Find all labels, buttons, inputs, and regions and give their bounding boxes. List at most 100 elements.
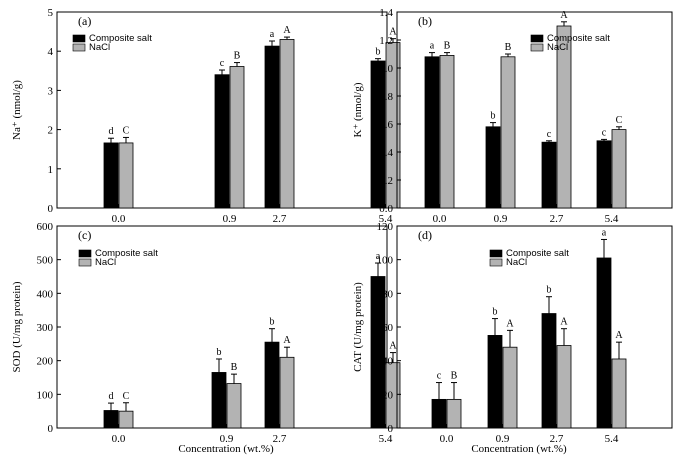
legend-swatch-nacl [489,258,503,267]
y-tick-label: 500 [37,255,54,267]
significance-letter: A [283,25,291,36]
significance-letter: a [270,29,275,40]
y-tick-label: 0.4 [379,147,393,159]
bar-nacl [611,358,627,429]
legend-swatch-composite-salt [72,34,86,43]
legend-label: Composite salt [547,33,610,44]
y-tick-label: 1.4 [379,7,393,19]
y-tick-label: 120 [377,221,394,233]
x-tick-label: 0.9 [494,213,508,225]
bar-nacl [502,346,518,429]
legend-swatch-composite-salt [78,249,92,258]
y-axis-label: Na⁺ (nmol/g) [11,80,23,140]
x-tick-label: 5.4 [605,213,619,225]
significance-letter: B [231,362,238,373]
bar-nacl [500,56,516,209]
y-tick-label: 300 [37,322,54,334]
y-tick-label: 0 [48,423,54,435]
y-tick-label: 0.2 [379,175,393,187]
x-tick-label: 2.7 [273,213,287,225]
y-tick-label: 600 [37,221,54,233]
bar-nacl [439,55,455,209]
y-axis-label: K⁺ (nmol/g) [352,82,364,137]
x-tick-label: 0.0 [433,213,447,225]
y-tick-label: 0 [388,423,394,435]
bar-composite-salt [485,126,501,209]
bar-composite-salt [214,74,230,209]
y-tick-label: 0.6 [379,119,393,131]
y-tick-label: 1.2 [379,35,393,47]
legend-swatch-nacl [72,43,86,52]
significance-letter: A [506,318,514,329]
significance-letter: a [376,251,381,262]
x-tick-label: 5.4 [379,433,393,445]
bar-composite-salt [264,45,280,209]
legend-label: Composite salt [89,33,152,44]
y-axis-label: SOD (U/mg protein) [11,281,23,372]
x-tick-label: 2.7 [550,213,564,225]
significance-letter: A [615,330,623,341]
significance-letter: A [560,10,568,21]
bar-composite-salt [211,372,227,429]
x-tick-label: 0.0 [112,213,126,225]
bar-composite-salt [103,410,119,429]
significance-letter: c [437,371,442,382]
x-tick-label: 2.7 [273,433,287,445]
significance-letter: b [491,111,496,122]
bar-composite-salt [264,341,280,429]
significance-letter: A [283,335,291,346]
y-tick-label: 2 [48,125,54,137]
y-tick-label: 200 [37,356,54,368]
significance-letter: B [505,42,512,53]
panel-label: (d) [418,228,432,242]
significance-letter: b [547,285,552,296]
legend-label: NaCl [95,257,116,268]
y-tick-label: 100 [37,389,54,401]
bar-nacl [611,129,627,209]
x-tick-label: 0.0 [112,433,126,445]
bar-composite-salt [487,335,503,429]
bar-composite-salt [596,257,612,429]
significance-letter: a [430,41,435,52]
significance-letter: C [616,115,623,126]
bar-composite-salt [541,313,557,429]
bar-nacl [226,383,242,429]
legend-swatch-composite-salt [489,249,503,258]
significance-letter: B [451,371,458,382]
y-axis-label: CAT (U/mg protein) [352,282,364,372]
y-tick-label: 40 [382,356,394,368]
bar-nacl [279,356,295,429]
chart-panel-b: 0.00.20.40.60.81.01.21.4a B0.0bB0.9cA2.7c… [352,7,673,225]
significance-letter: d [109,126,114,137]
y-tick-label: 0 [48,203,54,215]
y-tick-label: 0.8 [379,91,393,103]
y-tick-label: 1 [48,164,54,176]
significance-letter: b [376,47,381,58]
legend-label: Composite salt [95,248,158,259]
bar-nacl [446,398,462,429]
significance-letter: b [270,317,275,328]
y-tick-label: 1.0 [379,63,393,75]
bar-nacl [118,410,134,429]
x-tick-label: 0.9 [223,213,237,225]
significance-letter: d [109,391,114,402]
bar-nacl [279,39,295,209]
bar-composite-salt [103,142,119,209]
significance-letter: B [234,51,241,62]
bar-composite-salt [541,141,557,209]
y-tick-label: 400 [37,288,54,300]
significance-letter: b [493,307,498,318]
significance-letter: c [220,58,225,69]
bar-composite-salt [431,398,447,429]
y-tick-label: 4 [48,46,54,58]
bar-nacl [556,345,572,429]
plot-frame [396,11,673,209]
x-tick-label: 0.9 [496,433,510,445]
x-tick-label: 0.9 [220,433,234,445]
x-tick-label: 2.7 [550,433,564,445]
panel-label: (a) [78,14,91,28]
bar-composite-salt [596,140,612,209]
x-tick-label: 5.4 [379,213,393,225]
